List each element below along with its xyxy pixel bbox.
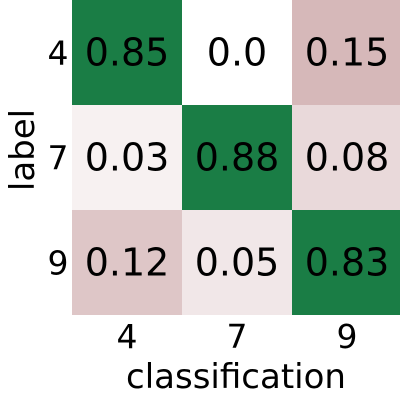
y-tick-label: 9 (48, 244, 69, 283)
cell-value-label: 0.08 (305, 136, 390, 180)
heatmap-cell-r7-c9 (292, 105, 400, 210)
cell-value-label: 0.83 (305, 241, 390, 285)
y-axis-ticks: 4 7 9 (48, 34, 69, 283)
heatmap-cell-r4-c7 (182, 0, 292, 105)
x-tick-label: 9 (337, 317, 358, 356)
y-axis-label: label (3, 109, 43, 191)
heatmap-cell-r4-c9 (292, 0, 400, 105)
y-tick-label: 7 (48, 139, 69, 178)
x-tick-label: 4 (117, 317, 138, 356)
cell-value-label: 0.0 (207, 31, 267, 75)
heatmap-cell-labels: 0.85 0.0 0.15 0.03 0.88 0.08 0.12 0.05 0.83 (85, 31, 390, 285)
cell-value-label: 0.12 (85, 241, 170, 285)
cell-value-label: 0.88 (195, 136, 280, 180)
x-axis-ticks: 4 7 9 (117, 317, 358, 356)
heatmap-cell-r9-c9 (292, 210, 400, 315)
cell-value-label: 0.85 (85, 31, 170, 75)
x-axis-label: classification (126, 357, 346, 397)
heatmap-cells (72, 0, 400, 315)
x-tick-label: 7 (227, 317, 248, 356)
heatmap-cell-r9-c7 (182, 210, 292, 315)
heatmap-cell-r4-c4 (72, 0, 182, 105)
heatmap-cell-r9-c4 (72, 210, 182, 315)
cell-value-label: 0.03 (85, 136, 170, 180)
heatmap-cell-r7-c7 (182, 105, 292, 210)
y-tick-label: 4 (48, 34, 69, 73)
cell-value-label: 0.05 (195, 241, 280, 285)
cell-value-label: 0.15 (305, 31, 390, 75)
heatmap-cell-r7-c4 (72, 105, 182, 210)
